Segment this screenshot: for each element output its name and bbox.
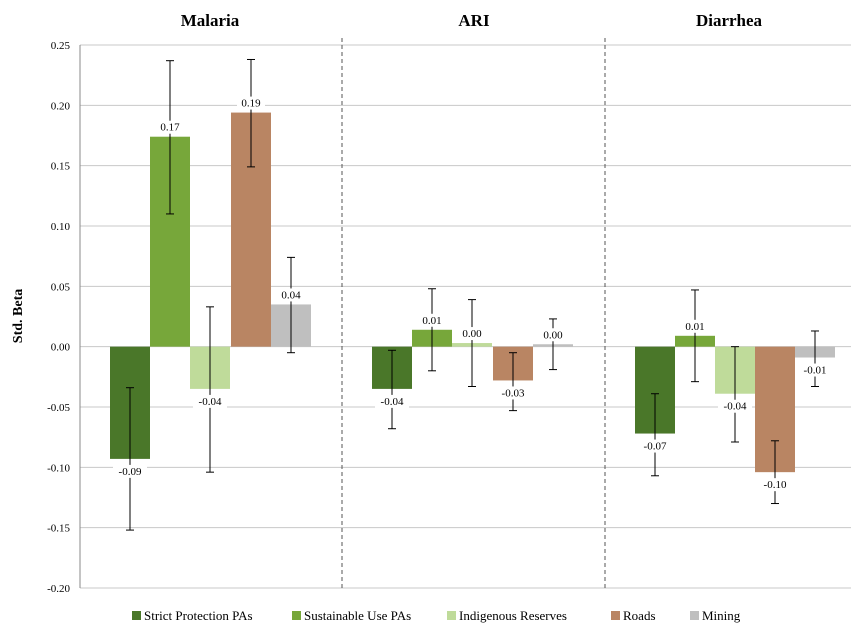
legend-swatch (447, 611, 456, 620)
data-label: -0.04 (199, 396, 222, 408)
legend-label: Sustainable Use PAs (304, 608, 411, 623)
legend-swatch (690, 611, 699, 620)
data-label: 0.01 (685, 321, 704, 333)
data-label-bg (113, 464, 147, 478)
legend-swatch (132, 611, 141, 620)
data-label-bg (418, 313, 446, 327)
data-label: -0.09 (119, 466, 142, 478)
y-tick-label: 0.20 (51, 100, 71, 112)
panel-title: Diarrhea (696, 11, 763, 30)
data-label: -0.04 (724, 401, 747, 413)
data-label: 0.19 (241, 98, 261, 110)
legend: Strict Protection PAs Sustainable Use PAs… (132, 608, 741, 623)
y-tick-label: -0.20 (47, 583, 70, 595)
data-label-bg (277, 288, 305, 302)
error-bars (126, 58, 819, 531)
y-axis-ticks: 0.25 0.20 0.15 0.10 0.05 0.00 -0.05 -0.10 -0.15 -… (47, 40, 70, 595)
bars (110, 112, 835, 473)
data-label-bg (681, 319, 709, 333)
y-tick-label: -0.05 (47, 402, 70, 414)
gridlines (79, 44, 851, 589)
y-tick-label: -0.15 (47, 523, 70, 535)
panel-title: Malaria (181, 11, 240, 30)
y-tick-label: 0.05 (51, 281, 71, 293)
data-label-bg (539, 328, 567, 342)
y-tick-label: 0.10 (51, 221, 71, 233)
data-label-bg (798, 363, 832, 377)
data-label-bg (496, 386, 530, 400)
data-label-bg (237, 96, 265, 110)
data-labels: -0.09 0.17 -0.04 0.19 0.04 -0.04 0.01 0.00 -0.03… (113, 96, 832, 492)
data-label-bg (638, 439, 672, 453)
data-label-bg (458, 327, 486, 341)
data-label-bg (758, 478, 792, 492)
data-label-bg (193, 394, 227, 408)
data-label-bg (718, 399, 752, 413)
data-label-bg (375, 394, 409, 408)
data-label: 0.00 (543, 329, 563, 341)
legend-label: Indigenous Reserves (459, 608, 567, 623)
panel-titles: Malaria ARI Diarrhea (181, 11, 763, 30)
panel-title: ARI (458, 11, 490, 30)
data-label: -0.04 (381, 396, 404, 408)
y-tick-label: 0.00 (51, 342, 71, 354)
data-label: -0.01 (804, 365, 827, 377)
data-label-bg (156, 120, 184, 134)
y-tick-label: 0.25 (51, 40, 71, 52)
legend-label: Roads (623, 608, 656, 623)
legend-swatch (611, 611, 620, 620)
legend-label: Strict Protection PAs (144, 608, 253, 623)
legend-swatch (292, 611, 301, 620)
data-label: 0.04 (281, 289, 301, 301)
panel-dividers (341, 38, 606, 588)
y-axis-label: Std. Beta (11, 289, 26, 343)
data-label: -0.03 (502, 387, 525, 399)
data-label: 0.00 (462, 328, 482, 340)
data-label: -0.07 (644, 441, 667, 453)
legend-label: Mining (702, 608, 741, 623)
data-label: 0.01 (422, 315, 441, 327)
y-tick-label: -0.10 (47, 462, 70, 474)
data-label: -0.10 (764, 479, 787, 491)
data-label: 0.17 (160, 122, 180, 134)
y-tick-label: 0.15 (51, 161, 71, 173)
